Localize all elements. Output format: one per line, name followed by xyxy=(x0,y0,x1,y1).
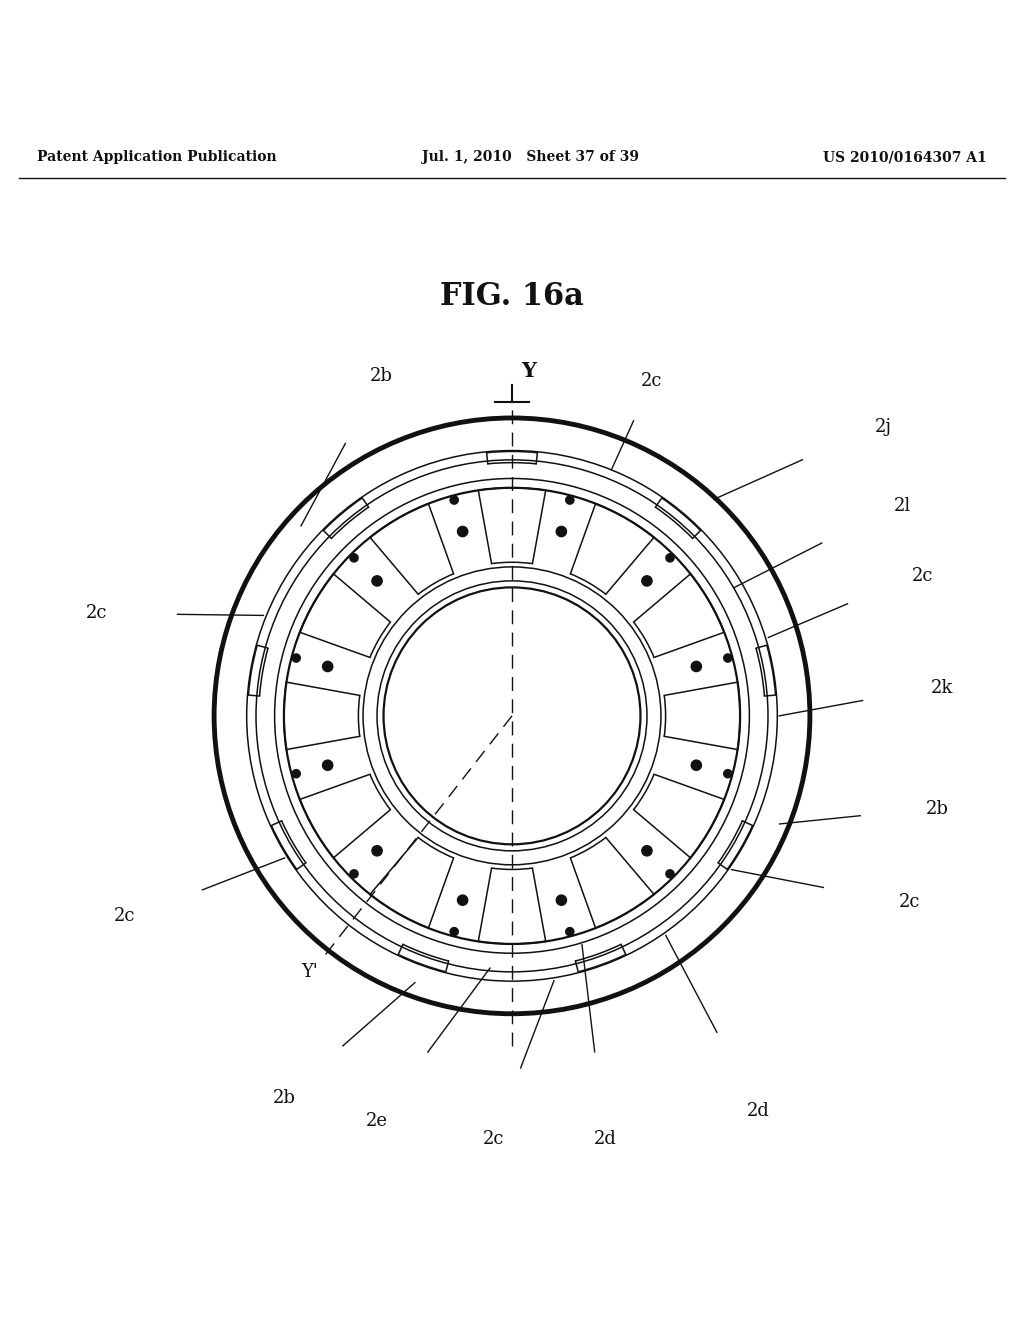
Text: Y: Y xyxy=(521,360,537,380)
Circle shape xyxy=(458,895,468,906)
Text: 2b: 2b xyxy=(927,800,949,818)
Text: 2c: 2c xyxy=(912,568,934,585)
Circle shape xyxy=(384,587,640,845)
Text: Jul. 1, 2010   Sheet 37 of 39: Jul. 1, 2010 Sheet 37 of 39 xyxy=(422,150,639,164)
Circle shape xyxy=(666,870,674,878)
Text: Patent Application Publication: Patent Application Publication xyxy=(37,150,276,164)
Text: 2d: 2d xyxy=(594,1130,616,1148)
Circle shape xyxy=(691,760,701,771)
Text: 2b: 2b xyxy=(272,1089,295,1106)
Circle shape xyxy=(458,527,468,537)
Text: 2c: 2c xyxy=(86,605,108,623)
Circle shape xyxy=(556,895,566,906)
Circle shape xyxy=(642,846,652,855)
Circle shape xyxy=(214,418,810,1014)
Text: 2c: 2c xyxy=(482,1130,504,1148)
Text: 2b: 2b xyxy=(371,367,393,385)
Circle shape xyxy=(451,496,459,504)
Circle shape xyxy=(323,661,333,672)
Circle shape xyxy=(372,846,382,855)
Text: 2j: 2j xyxy=(876,418,892,437)
Text: 2e: 2e xyxy=(366,1111,388,1130)
Circle shape xyxy=(556,527,566,537)
Circle shape xyxy=(451,928,459,936)
Circle shape xyxy=(350,870,358,878)
Circle shape xyxy=(666,554,674,562)
Text: US 2010/0164307 A1: US 2010/0164307 A1 xyxy=(823,150,987,164)
Circle shape xyxy=(724,770,732,777)
Circle shape xyxy=(323,760,333,771)
Circle shape xyxy=(642,576,652,586)
Text: 2l: 2l xyxy=(894,498,911,515)
Text: FIG. 16a: FIG. 16a xyxy=(440,281,584,313)
Circle shape xyxy=(292,770,300,777)
Text: 2d: 2d xyxy=(748,1102,770,1121)
Circle shape xyxy=(565,496,573,504)
Circle shape xyxy=(292,653,300,663)
Circle shape xyxy=(350,554,358,562)
Text: Y': Y' xyxy=(301,962,318,981)
Circle shape xyxy=(372,576,382,586)
Circle shape xyxy=(691,661,701,672)
Circle shape xyxy=(565,928,573,936)
Text: 2c: 2c xyxy=(641,372,663,389)
Text: 2k: 2k xyxy=(931,678,953,697)
Text: 2c: 2c xyxy=(114,907,135,925)
Circle shape xyxy=(724,653,732,663)
Text: 2c: 2c xyxy=(898,894,920,911)
